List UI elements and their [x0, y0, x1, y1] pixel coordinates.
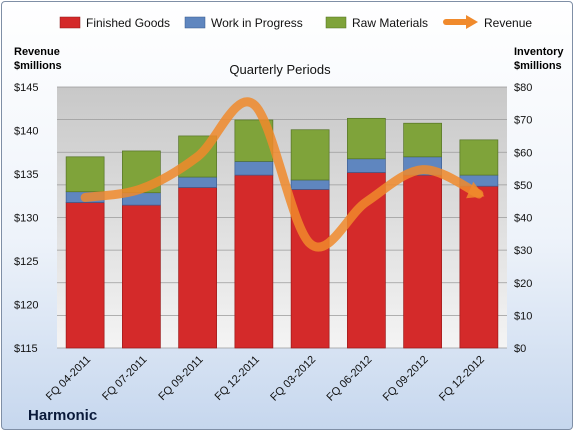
- right-tick-label-2: $20: [514, 278, 532, 290]
- left-axis-ticks: $115 $120 $125 $130 $135 $140 $145: [14, 82, 38, 355]
- x-tick-label-7: FQ 12-2012: [437, 354, 487, 404]
- legend-swatch-raw-materials: [325, 16, 347, 29]
- legend-label-work-in-progress: Work in Progress: [211, 16, 303, 30]
- bar-finished-goods-6: [403, 174, 442, 349]
- revenue-line: [80, 97, 484, 252]
- right-tick-label-7: $70: [514, 115, 532, 127]
- bar-raw-materials-5: [347, 117, 386, 160]
- bar-finished-goods-2: [178, 187, 217, 349]
- right-tick-label-3: $30: [514, 245, 532, 257]
- x-tick-label-2: FQ 09-2011: [156, 354, 205, 403]
- left-tick-label-3: $130: [14, 213, 38, 225]
- left-tick-label-4: $135: [14, 169, 38, 181]
- bar-work-in-progress-2: [178, 176, 217, 188]
- left-tick-label-0: $115: [14, 343, 38, 355]
- bar-finished-goods-3: [234, 174, 274, 349]
- legend-swatch-work-in-progress: [184, 16, 206, 29]
- bar-raw-materials-0: [65, 156, 105, 193]
- legend-label-raw-materials: Raw Materials: [352, 16, 428, 30]
- right-tick-label-5: $50: [514, 180, 532, 192]
- bar-work-in-progress-5: [347, 158, 386, 173]
- legend-label-finished-goods: Finished Goods: [86, 16, 170, 30]
- company-name: Harmonic: [28, 407, 97, 424]
- bar-work-in-progress-4: [290, 179, 330, 190]
- left-tick-label-1: $120: [14, 300, 38, 312]
- left-tick-label-2: $125: [14, 256, 38, 268]
- bar-work-in-progress-3: [234, 161, 274, 176]
- right-axis-title-line2: $millions: [514, 60, 562, 72]
- left-tick-label-5: $140: [14, 126, 38, 138]
- legend-label-revenue: Revenue: [484, 16, 532, 30]
- bar-finished-goods-7: [459, 185, 499, 349]
- revenue-line-layer: [80, 97, 485, 252]
- x-axis-ticks: FQ 04-2011 FQ 07-2011 FQ 09-2011 FQ 12-2011…: [44, 354, 487, 404]
- right-axis-ticks: $0 $10 $20 $30 $40 $50 $60 $70 $80: [514, 82, 532, 355]
- legend-swatch-finished-goods: [59, 16, 81, 29]
- bar-finished-goods-0: [65, 202, 105, 349]
- bar-finished-goods-1: [122, 204, 161, 349]
- right-tick-label-4: $40: [514, 213, 532, 225]
- x-tick-label-1: FQ 07-2011: [100, 354, 149, 403]
- chart-title: Quarterly Periods: [229, 62, 331, 77]
- left-axis-title-line1: Revenue: [14, 46, 60, 58]
- right-axis-title-line1: Inventory: [514, 46, 564, 58]
- right-tick-label-0: $0: [514, 343, 526, 355]
- bar-raw-materials-4: [290, 129, 330, 181]
- right-tick-label-6: $60: [514, 147, 532, 159]
- x-tick-label-3: FQ 12-2011: [213, 354, 262, 403]
- bar-raw-materials-6: [403, 122, 442, 158]
- x-tick-label-6: FQ 09-2012: [381, 354, 431, 404]
- left-axis-title-line2: $millions: [14, 60, 62, 72]
- revenue-arrowhead-icon: [466, 181, 485, 199]
- legend: Finished Goods Work in Progress Raw Mate…: [59, 15, 532, 30]
- x-tick-label-4: FQ 03-2012: [268, 354, 318, 404]
- left-tick-label-6: $145: [14, 82, 38, 94]
- legend-arrow-icon: [466, 15, 478, 29]
- bar-raw-materials-7: [459, 139, 499, 176]
- right-tick-label-1: $10: [514, 310, 532, 322]
- x-tick-label-5: FQ 06-2012: [325, 354, 375, 404]
- x-tick-label-0: FQ 04-2011: [44, 354, 93, 403]
- right-tick-label-8: $80: [514, 82, 532, 94]
